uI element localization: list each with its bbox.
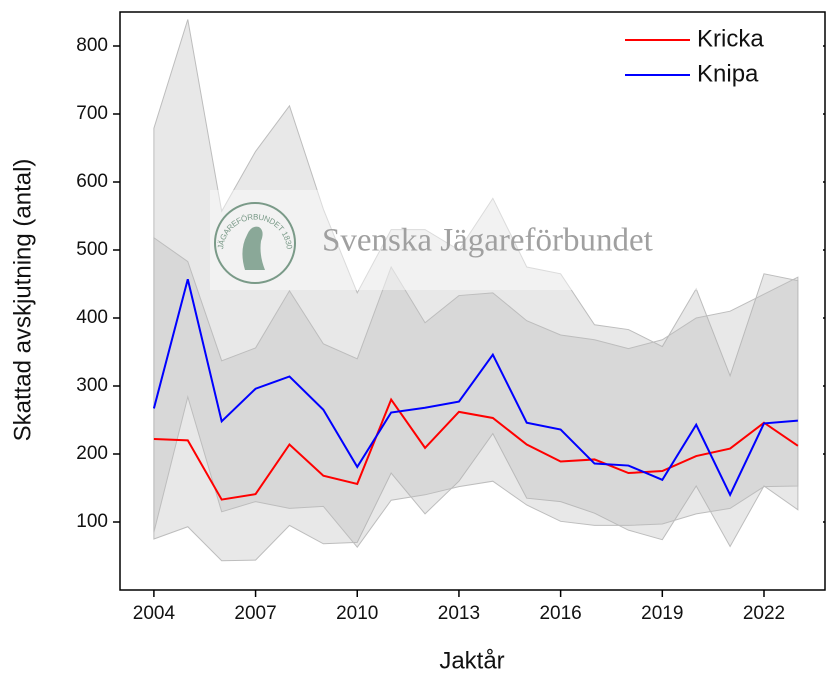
lines [152,278,799,501]
y-axis-label: Skattad avskjutning (antal) [9,159,36,442]
series-line [153,397,799,501]
x-tick-label: 2007 [234,603,276,624]
y-tick-label: 400 [76,307,108,328]
legend-label: Kricka [697,25,764,52]
x-tick-label: 2022 [743,603,785,624]
y-tick-label: 100 [76,511,108,532]
logo [214,202,296,284]
y-tick-label: 700 [76,103,108,124]
watermark-box [210,190,745,290]
bands [153,19,799,562]
y-tick-label: 800 [76,35,108,56]
watermark: Svenska Jägareförbundet [322,223,653,259]
x-tick-label: 2004 [133,603,176,624]
y-tick-label: 600 [76,171,108,192]
x-tick-label: 2016 [539,603,581,624]
legend-label: Knipa [697,60,759,87]
y-tick-label: 300 [76,375,108,396]
x-axis-label: Jaktår [439,647,504,674]
y-tick-label: 500 [76,239,108,260]
y-tick-label: 200 [76,443,108,464]
logo-bird [242,226,265,270]
x-tick-label: 2010 [336,603,378,624]
x-tick-label: 2019 [641,603,683,624]
series-line [152,278,798,498]
x-tick-label: 2013 [438,603,480,624]
plot-frame [119,11,826,591]
confidence-band [153,19,799,562]
